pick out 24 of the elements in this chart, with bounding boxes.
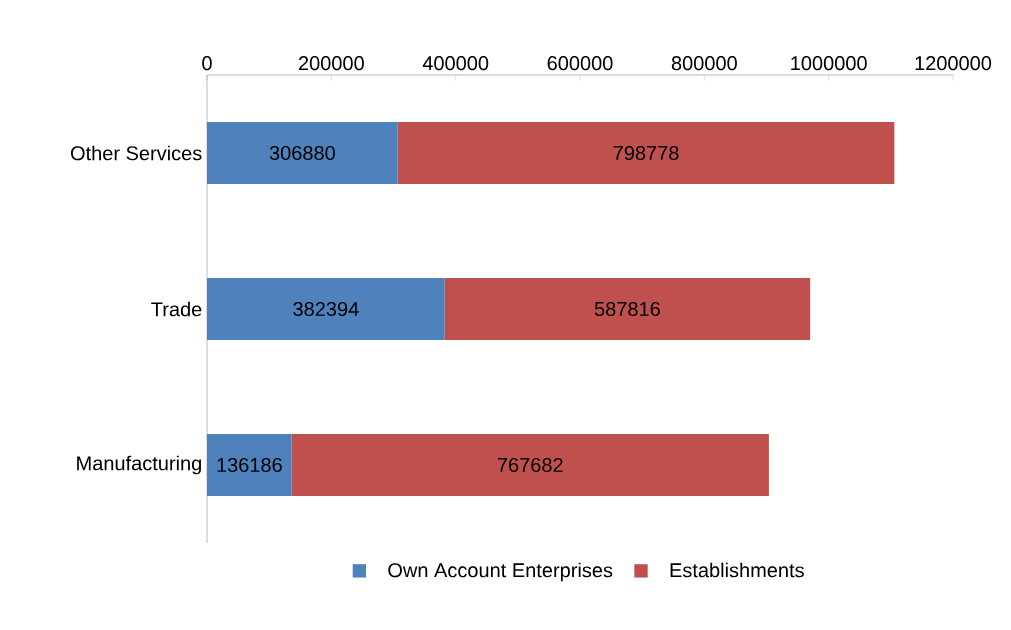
bar	[207, 277, 445, 340]
x-tick-label: 800000	[671, 56, 737, 71]
x-tick-label: 0	[202, 56, 212, 71]
legend-label: Own Account Enterprises	[388, 562, 613, 582]
data-label: 767682	[497, 457, 563, 473]
data-label: 136186	[217, 457, 282, 473]
x-tick-label: 1200000	[915, 56, 992, 71]
bar	[291, 433, 769, 496]
y-tick-label: Trade	[151, 301, 202, 317]
legend-label: Establishments	[670, 562, 804, 578]
x-tick-label: 400000	[422, 56, 489, 71]
bar	[207, 433, 292, 496]
data-label: 306880	[269, 145, 335, 161]
y-tick-label: Manufacturing	[77, 455, 201, 475]
bar	[397, 121, 895, 184]
x-tick-label: 600000	[547, 56, 613, 71]
bar	[207, 121, 398, 184]
x-tick-label: 1000000	[791, 56, 867, 71]
data-label: 798778	[613, 145, 679, 161]
y-tick-label: Other Services	[70, 145, 202, 161]
bar	[444, 277, 811, 340]
data-label: 587816	[594, 301, 660, 317]
x-tick-label: 200000	[298, 56, 364, 71]
data-label: 382394	[293, 301, 359, 317]
